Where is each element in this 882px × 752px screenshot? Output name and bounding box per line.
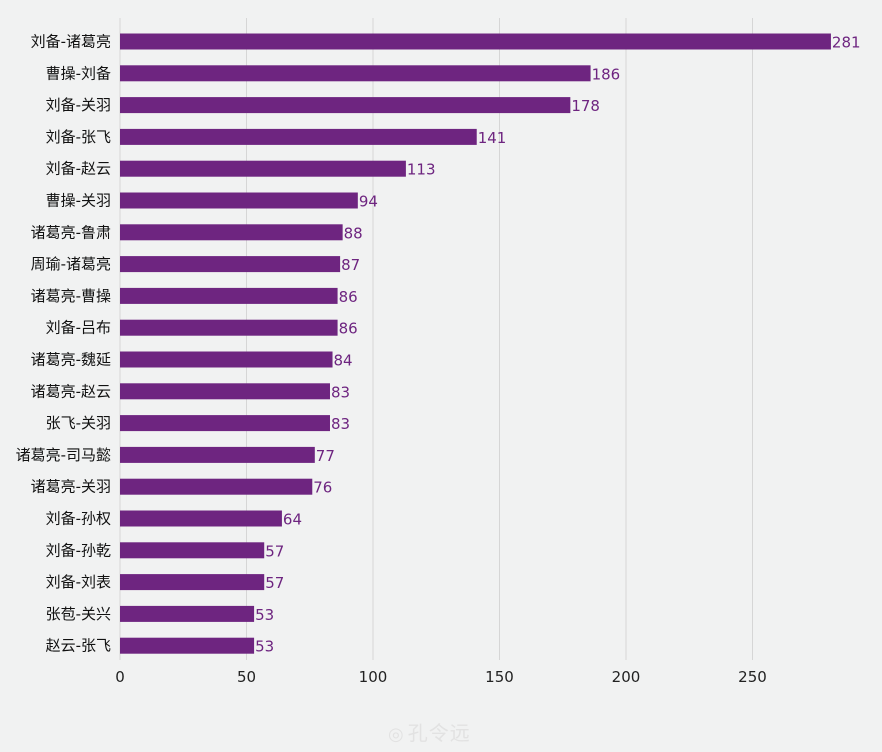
category-label: 曹操-刘备	[46, 64, 111, 82]
data-label: 113	[407, 161, 436, 179]
bar	[120, 65, 591, 82]
bar	[120, 160, 406, 177]
x-tick-label: 150	[485, 668, 514, 686]
bar	[120, 542, 265, 559]
category-label: 刘备-孙乾	[46, 541, 111, 559]
data-label: 76	[313, 479, 332, 497]
data-label: 178	[571, 97, 600, 115]
bar	[120, 637, 255, 654]
x-tick-label: 250	[738, 668, 767, 686]
bar	[120, 128, 477, 145]
x-tick-label: 200	[612, 668, 641, 686]
data-label: 77	[316, 447, 335, 465]
data-label: 86	[339, 288, 358, 306]
data-label: 53	[255, 638, 274, 656]
category-label: 刘备-吕布	[46, 319, 111, 337]
data-label: 83	[331, 383, 350, 401]
bar	[120, 574, 265, 591]
x-tick-label: 0	[115, 668, 125, 686]
category-label: 诸葛亮-司马懿	[16, 446, 111, 464]
data-label: 57	[265, 542, 284, 560]
category-label: 诸葛亮-魏延	[31, 351, 111, 369]
category-label: 刘备-赵云	[46, 160, 111, 178]
bar	[120, 446, 315, 463]
data-label: 84	[334, 352, 353, 370]
bar	[120, 33, 831, 50]
data-label: 86	[339, 320, 358, 338]
bar	[120, 478, 313, 495]
category-label: 曹操-关羽	[46, 192, 111, 210]
bar	[120, 351, 333, 368]
category-label: 刘备-张飞	[46, 128, 111, 146]
x-tick-label: 50	[237, 668, 256, 686]
category-label: 赵云-张飞	[46, 637, 111, 655]
bar	[120, 383, 330, 400]
bar	[120, 510, 282, 527]
category-label: 诸葛亮-曹操	[31, 287, 111, 305]
category-label: 刘备-诸葛亮	[31, 33, 111, 51]
data-label: 53	[255, 606, 274, 624]
data-label: 88	[344, 224, 363, 242]
category-label: 刘备-孙权	[46, 510, 111, 528]
category-label: 张飞-关羽	[46, 414, 111, 432]
category-label: 诸葛亮-鲁肃	[31, 223, 111, 241]
category-label: 诸葛亮-关羽	[31, 478, 111, 496]
bar	[120, 605, 255, 622]
data-label: 94	[359, 193, 378, 211]
bar	[120, 319, 338, 336]
bar	[120, 192, 358, 209]
category-label: 刘备-关羽	[46, 96, 111, 114]
bar	[120, 415, 330, 432]
x-tick-label: 100	[359, 668, 388, 686]
weibo-icon: ◎	[388, 724, 405, 745]
data-label: 141	[478, 129, 507, 147]
data-label: 87	[341, 256, 360, 274]
category-label: 刘备-刘表	[46, 573, 111, 591]
data-label: 281	[832, 34, 861, 52]
bar	[120, 97, 571, 114]
data-label: 64	[283, 511, 302, 529]
category-label: 诸葛亮-赵云	[31, 382, 111, 400]
bar	[120, 224, 343, 241]
data-label: 83	[331, 415, 350, 433]
category-label: 张苞-关兴	[46, 605, 111, 623]
watermark: ◎ 孔令远	[388, 717, 471, 746]
watermark-text: 孔令远	[407, 721, 471, 745]
data-label: 57	[265, 574, 284, 592]
category-label: 周瑜-诸葛亮	[31, 255, 111, 273]
bar	[120, 287, 338, 304]
data-label: 186	[592, 65, 621, 83]
bar	[120, 256, 341, 273]
